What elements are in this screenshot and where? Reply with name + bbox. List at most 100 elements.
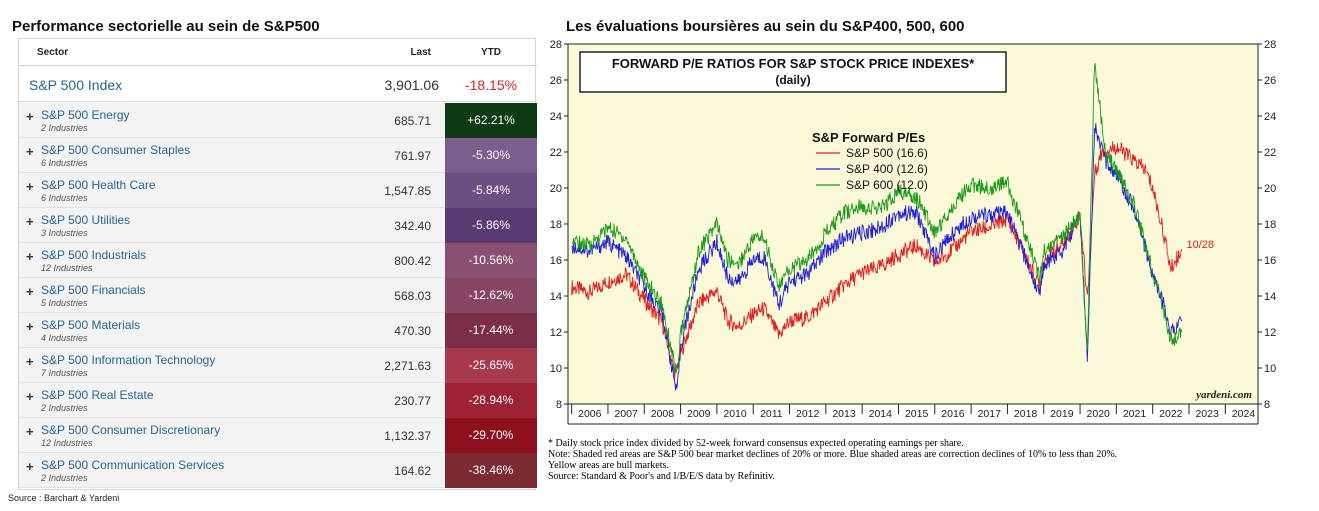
industry-count: 7 Industries — [41, 368, 88, 378]
expand-plus-icon[interactable]: + — [26, 144, 34, 159]
table-row[interactable]: + S&P 500 Industrials 12 Industries 800.42-… — [19, 243, 537, 278]
sector-name-link[interactable]: S&P 500 Utilities — [41, 213, 131, 227]
x-tick-label: 2015 — [905, 408, 929, 420]
header-last[interactable]: Last — [410, 47, 431, 58]
expand-plus-icon[interactable]: + — [26, 354, 34, 369]
table-row[interactable]: + S&P 500 Utilities 3 Industries 342.40 -5.8… — [19, 208, 537, 243]
expand-plus-icon[interactable]: + — [26, 319, 34, 334]
legend-entry: S&P 600 (12.0) — [846, 178, 928, 192]
y-tick-label-left: 20 — [550, 183, 562, 195]
table-row[interactable]: + S&P 500 Real Estate 2 Industries 230.77 -2… — [19, 383, 537, 418]
index-ytd: -18.15% — [464, 77, 518, 93]
chart-note: Note: Shaded red areas are S&P 500 bear … — [548, 449, 1117, 460]
watermark: yardeni.com — [1194, 389, 1252, 401]
index-last: 3,901.06 — [384, 77, 440, 93]
index-row[interactable]: S&P 500 Index 3,901.06 -18.15% — [19, 66, 537, 102]
industry-count: 12 Industries — [41, 438, 93, 448]
source-note: Source : Barchart & Yardeni — [8, 493, 120, 503]
index-name-link[interactable]: S&P 500 Index — [29, 77, 123, 93]
sector-ytd: -29.70% — [445, 418, 537, 453]
table-row[interactable]: + S&P 500 Materials 4 Industries 470.30 -17.… — [19, 313, 537, 348]
expand-plus-icon[interactable]: + — [26, 214, 34, 229]
sector-ytd: -38.46% — [445, 453, 537, 488]
expand-plus-icon[interactable]: + — [26, 424, 34, 439]
y-tick-label-left: 22 — [550, 147, 562, 159]
table-row[interactable]: + S&P 500 Consumer Staples 6 Industries 761… — [19, 138, 537, 173]
industry-count: 6 Industries — [41, 158, 88, 168]
y-tick-label-left: 8 — [556, 399, 562, 411]
y-tick-label-right: 20 — [1264, 183, 1276, 195]
sector-performance-table: Sector Last YTD S&P 500 Index 3,901.06 -… — [18, 38, 537, 490]
header-sector[interactable]: Sector — [37, 47, 69, 58]
y-tick-label-left: 16 — [550, 255, 562, 267]
table-row[interactable]: + S&P 500 Health Care 6 Industries 1,547.85… — [19, 173, 537, 208]
y-tick-label-left: 26 — [550, 75, 562, 87]
industry-count: 2 Industries — [41, 403, 88, 413]
sector-last: 685.71 — [394, 114, 431, 128]
sector-last: 1,132.37 — [384, 429, 431, 443]
sector-name-link[interactable]: S&P 500 Communication Services — [41, 458, 225, 472]
sector-ytd: -28.94% — [445, 383, 537, 418]
y-tick-label-left: 18 — [550, 219, 562, 231]
y-tick-label-right: 16 — [1264, 255, 1276, 267]
sector-ytd: -17.44% — [445, 313, 537, 348]
expand-plus-icon[interactable]: + — [26, 284, 34, 299]
chart-note: * Daily stock price index divided by 52-… — [548, 438, 964, 449]
expand-plus-icon[interactable]: + — [26, 249, 34, 264]
industry-count: 2 Industries — [41, 123, 88, 133]
expand-plus-icon[interactable]: + — [26, 179, 34, 194]
table-row[interactable]: + S&P 500 Energy 2 Industries 685.71 +62.21% — [19, 103, 537, 138]
sector-name-link[interactable]: S&P 500 Health Care — [41, 178, 156, 192]
table-row[interactable]: + S&P 500 Financials 5 Industries 568.03 -12… — [19, 278, 537, 313]
series-line — [571, 63, 1183, 374]
sector-ytd: -5.30% — [445, 138, 537, 173]
y-tick-label-right: 22 — [1264, 147, 1276, 159]
chart-note: Yellow areas are bull markets. — [548, 460, 669, 471]
y-tick-label-left: 24 — [550, 111, 562, 123]
x-tick-label: 2020 — [1087, 408, 1111, 420]
industry-count: 6 Industries — [41, 193, 88, 203]
sector-name-link[interactable]: S&P 500 Information Technology — [41, 353, 216, 367]
x-tick-label: 2010 — [723, 408, 747, 420]
sector-last: 164.62 — [394, 464, 431, 478]
table-row[interactable]: + S&P 500 Consumer Discretionary 12 Indust… — [19, 418, 537, 453]
industry-count: 2 Industries — [41, 473, 88, 483]
sector-ytd: -5.86% — [445, 208, 537, 243]
y-tick-label-right: 26 — [1264, 75, 1276, 87]
table-row[interactable]: + S&P 500 Information Technology 7 Industr… — [19, 348, 537, 383]
sector-name-link[interactable]: S&P 500 Financials — [41, 283, 146, 297]
sector-name-link[interactable]: S&P 500 Consumer Staples — [41, 143, 191, 157]
sector-last: 761.97 — [394, 149, 431, 163]
sector-ytd: -25.65% — [445, 348, 537, 383]
expand-plus-icon[interactable]: + — [26, 459, 34, 474]
y-tick-label-left: 12 — [550, 327, 562, 339]
x-tick-label: 2024 — [1232, 408, 1256, 420]
x-tick-label: 2017 — [978, 408, 1002, 420]
sector-name-link[interactable]: S&P 500 Real Estate — [41, 388, 154, 402]
table-row[interactable]: + S&P 500 Communication Services 2 Industr… — [19, 453, 537, 488]
sector-name-link[interactable]: S&P 500 Materials — [41, 318, 141, 332]
industry-count: 12 Industries — [41, 263, 93, 273]
sector-last: 470.30 — [394, 324, 431, 338]
sector-last: 342.40 — [394, 219, 431, 233]
sector-name-link[interactable]: S&P 500 Consumer Discretionary — [41, 423, 221, 437]
sector-name-link[interactable]: S&P 500 Industrials — [41, 248, 147, 262]
expand-plus-icon[interactable]: + — [26, 109, 34, 124]
left-title: Performance sectorielle au sein de S&P50… — [12, 18, 320, 35]
x-tick-label: 2023 — [1195, 408, 1219, 420]
x-tick-label: 2014 — [869, 408, 893, 420]
chart-subtitle: (daily) — [775, 73, 810, 87]
legend-entry: S&P 500 (16.6) — [846, 146, 928, 160]
sector-ytd: -12.62% — [445, 278, 537, 313]
sector-name-link[interactable]: S&P 500 Energy — [41, 108, 130, 122]
sector-ytd: -5.84% — [445, 173, 537, 208]
y-tick-label-right: 10 — [1264, 363, 1276, 375]
chart-title: FORWARD P/E RATIOS FOR S&P STOCK PRICE I… — [612, 56, 975, 71]
header-ytd[interactable]: YTD — [481, 47, 501, 58]
x-tick-label: 2009 — [687, 408, 711, 420]
expand-plus-icon[interactable]: + — [26, 389, 34, 404]
y-tick-label-right: 8 — [1264, 399, 1270, 411]
sector-last: 568.03 — [394, 289, 431, 303]
sector-ytd: +62.21% — [445, 103, 537, 138]
